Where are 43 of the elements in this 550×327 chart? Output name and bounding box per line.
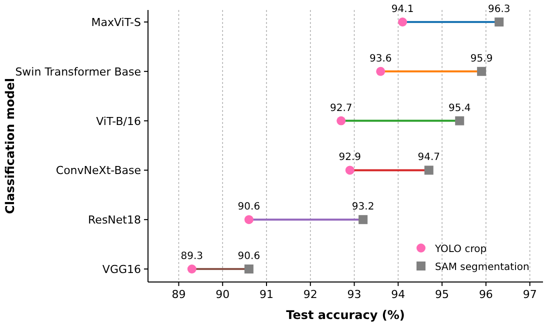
y-tick-label: ViT-B/16 — [96, 114, 141, 128]
point — [358, 215, 368, 224]
x-tick-label: 90 — [216, 288, 230, 301]
data-label: 95.4 — [448, 102, 471, 114]
point — [244, 215, 254, 224]
x-tick-label: 93 — [347, 288, 362, 301]
x-tick-label: 92 — [303, 288, 318, 301]
point — [494, 18, 504, 26]
point — [345, 166, 354, 175]
x-axis-title: Test accuracy (%) — [286, 308, 405, 322]
y-tick-label: MaxViT-S — [91, 16, 142, 29]
data-label: 92.7 — [330, 102, 352, 114]
point — [187, 264, 196, 274]
point — [376, 66, 386, 76]
point — [336, 116, 346, 126]
point — [424, 166, 434, 175]
data-label: 90.6 — [238, 202, 260, 213]
data-label: 89.3 — [180, 251, 204, 262]
data-label: 96.3 — [488, 4, 510, 15]
data-label: 92.9 — [338, 152, 362, 164]
legend-label: YOLO crop — [434, 244, 487, 255]
data-label: 94.7 — [418, 152, 440, 164]
data-label: 90.6 — [238, 251, 260, 262]
x-tick-label: 91 — [260, 288, 274, 301]
x-tick-label: 89 — [172, 288, 186, 301]
y-tick-label: Swin Transformer Base — [15, 65, 142, 78]
point — [477, 66, 486, 76]
x-tick-label: 95 — [435, 288, 450, 301]
x-tick-label: 94 — [391, 288, 406, 301]
x-tick-label: 96 — [478, 288, 493, 301]
point — [455, 116, 464, 126]
x-tick-label: 97 — [522, 288, 537, 301]
y-tick-label: ConvNeXt-Base — [56, 164, 142, 178]
point — [244, 264, 254, 274]
data-label: 93.6 — [369, 53, 392, 64]
point — [398, 18, 408, 26]
y-tick-label: ResNet18 — [88, 214, 141, 227]
data-label: 94.1 — [391, 4, 414, 15]
y-tick-label: VGG16 — [102, 263, 141, 276]
y-axis-title: Classification model — [3, 78, 17, 214]
legend-label: SAM segmentation — [435, 262, 530, 273]
data-label: 95.9 — [470, 53, 493, 64]
data-label: 93.2 — [352, 202, 374, 213]
